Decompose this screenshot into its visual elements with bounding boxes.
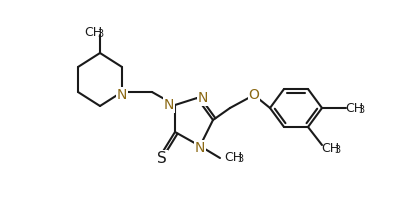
- Text: 3: 3: [334, 145, 340, 155]
- Text: CH: CH: [321, 141, 339, 154]
- Text: CH: CH: [224, 150, 242, 163]
- Text: N: N: [117, 88, 127, 102]
- Text: 3: 3: [358, 105, 364, 115]
- Text: N: N: [195, 141, 205, 155]
- Text: N: N: [164, 98, 174, 112]
- Text: S: S: [157, 150, 167, 165]
- Text: 3: 3: [97, 29, 103, 39]
- Text: O: O: [248, 88, 260, 102]
- Text: N: N: [198, 91, 208, 105]
- Text: CH: CH: [345, 101, 363, 114]
- Text: 3: 3: [237, 154, 243, 164]
- Text: CH: CH: [84, 26, 102, 38]
